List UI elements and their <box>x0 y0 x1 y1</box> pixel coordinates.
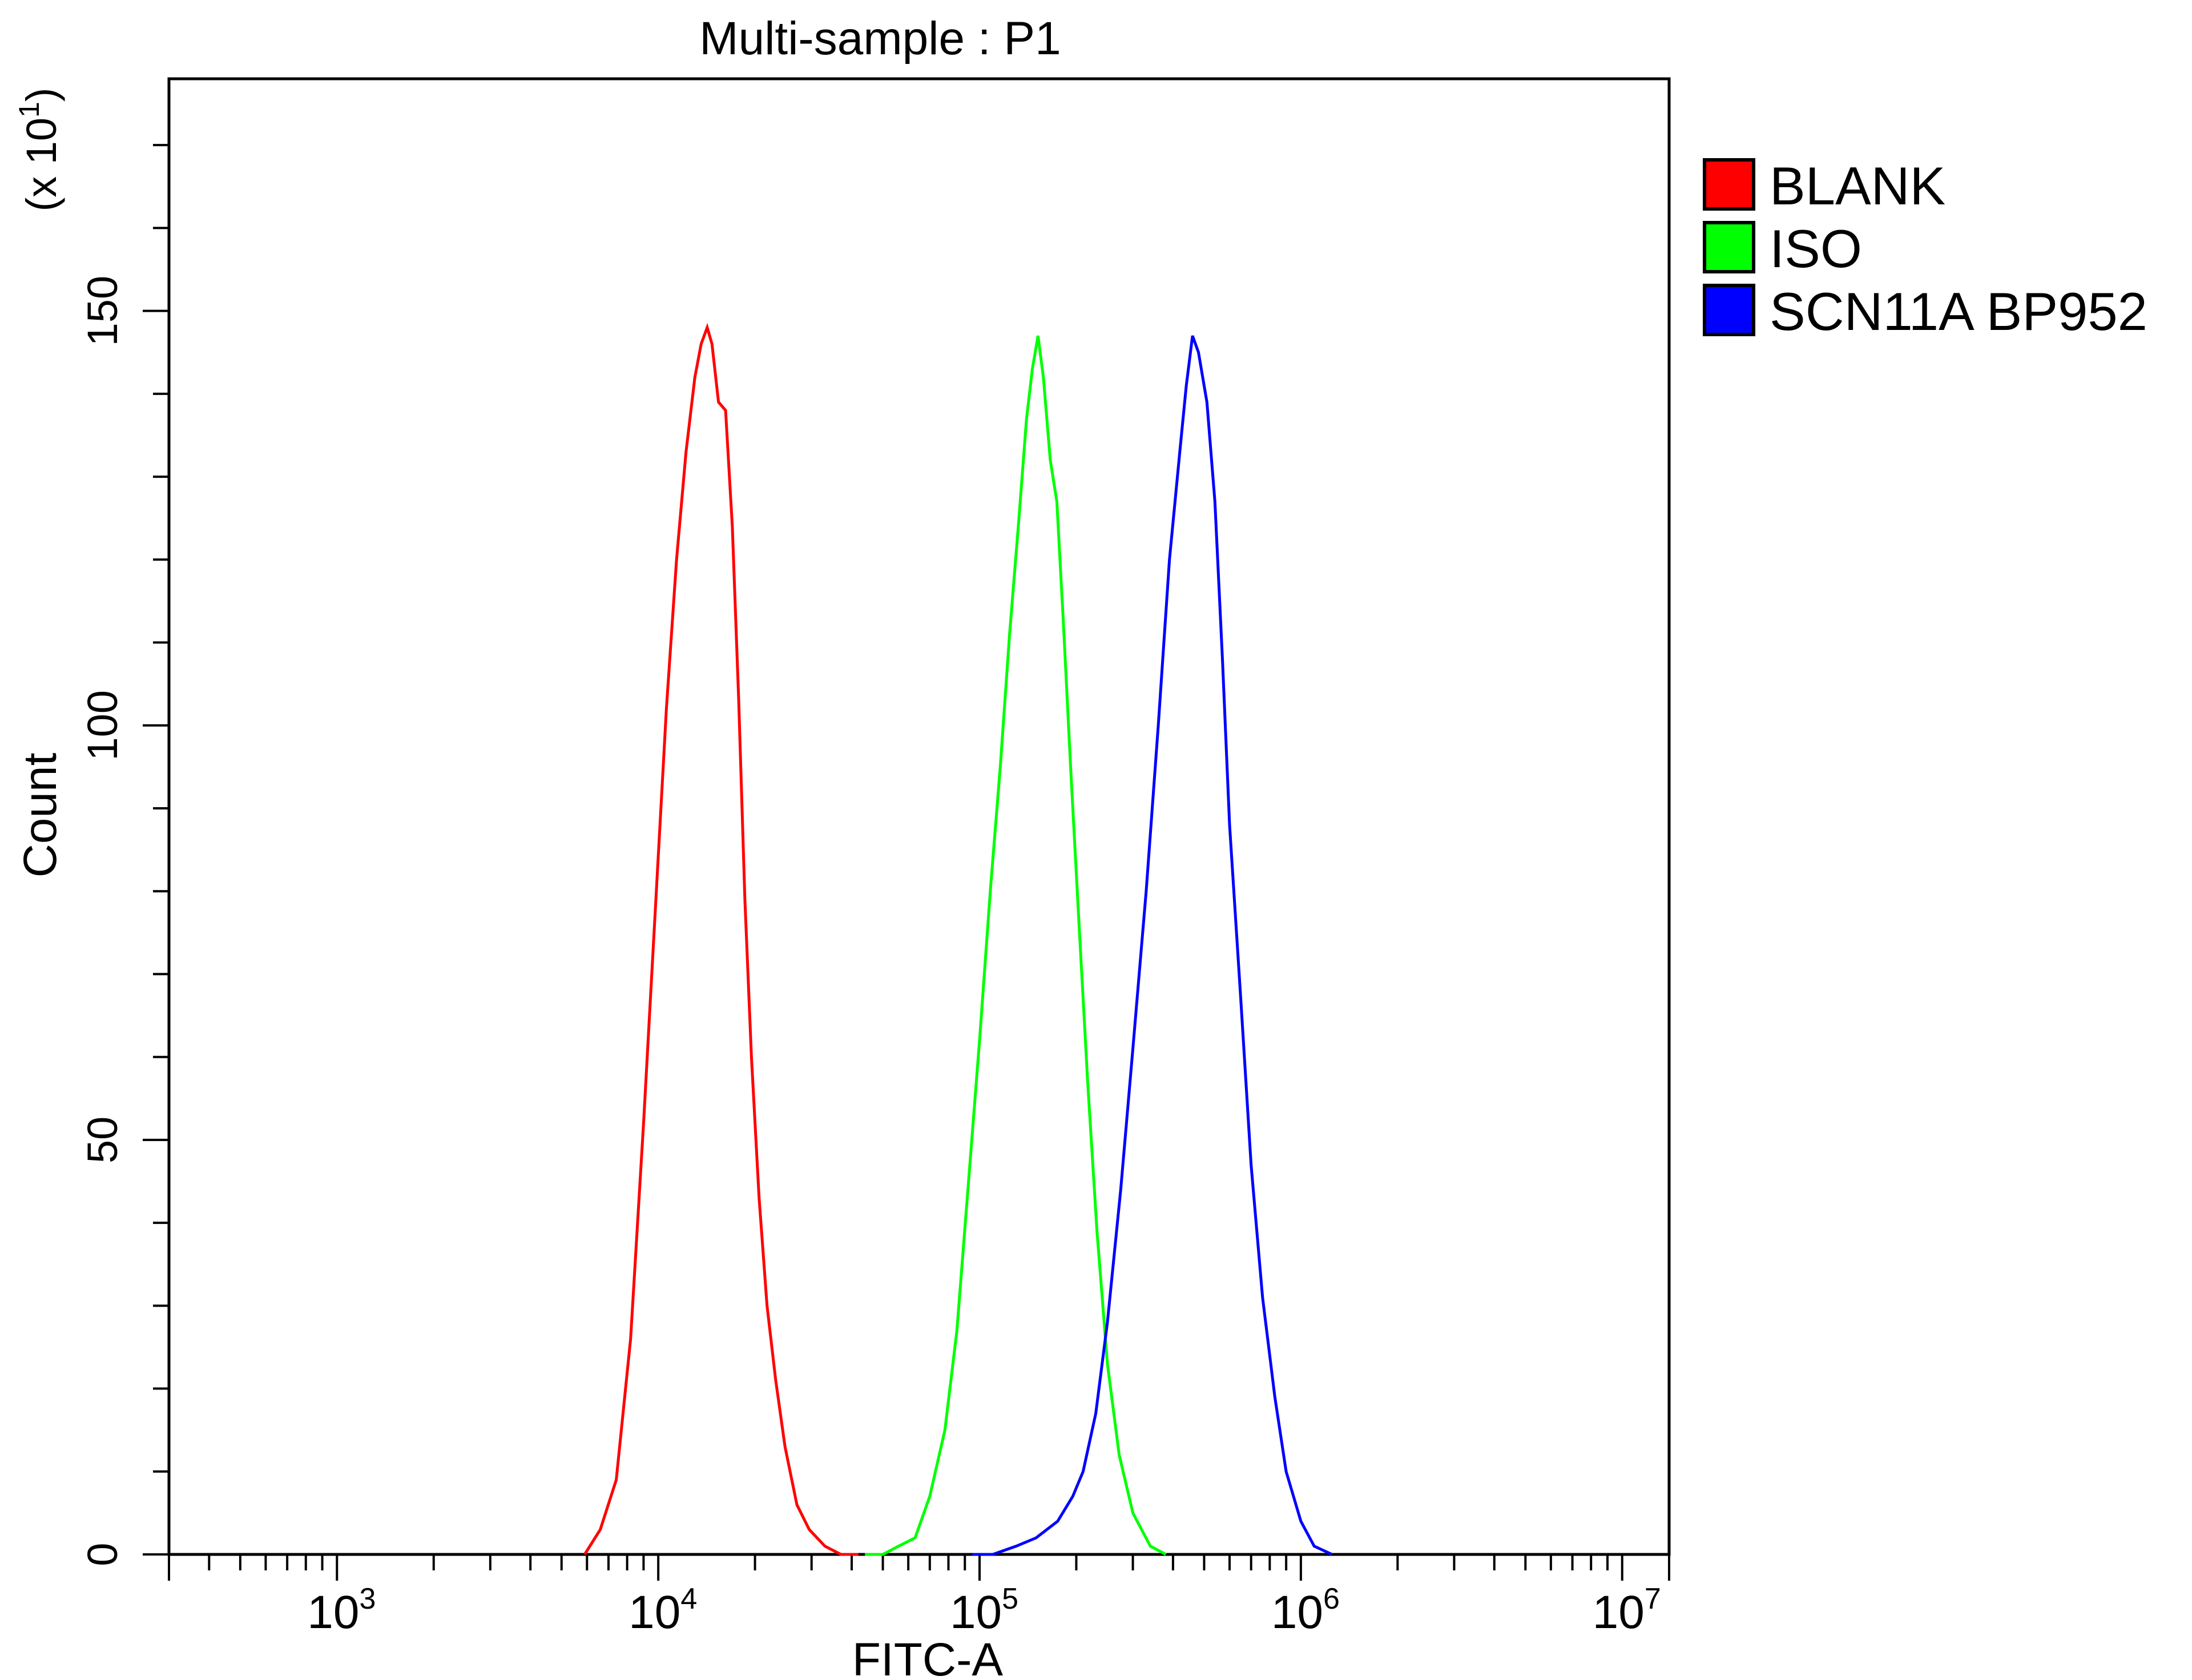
y-axis-label: Count <box>14 752 66 877</box>
legend-label-scn11a-bp952: SCN11A BP952 <box>1770 281 2147 341</box>
chart-title: Multi-sample : P1 <box>699 13 1061 65</box>
y-multiplier-suffix: ) <box>18 88 65 102</box>
legend-label-blank: BLANK <box>1770 156 1945 216</box>
y-tick-label: 50 <box>79 1117 126 1163</box>
histogram-series <box>583 323 1333 1556</box>
series-line-scn11a-bp952 <box>972 335 1333 1556</box>
x-tick-label: 105 <box>950 1582 1018 1638</box>
plot-frame <box>167 77 1671 1556</box>
legend-swatch-iso <box>1703 221 1755 273</box>
x-tick-label: 106 <box>1271 1582 1340 1638</box>
legend-swatch-scn11a-bp952 <box>1703 284 1755 336</box>
x-tick-base: 10 <box>628 1586 680 1638</box>
y-tick-label: 150 <box>79 276 126 346</box>
x-tick-base: 10 <box>950 1586 1002 1638</box>
y-multiplier-exponent: 1 <box>13 102 45 118</box>
x-axis: 103 104 105 106 107 <box>168 1554 1670 1638</box>
series-line-blank <box>583 323 859 1556</box>
x-tick-base: 10 <box>1593 1586 1645 1638</box>
y-axis: 0 50 100 150 <box>79 144 169 1566</box>
x-tick-exponent: 6 <box>1323 1582 1340 1615</box>
x-tick-label: 104 <box>628 1582 697 1638</box>
legend-label-iso: ISO <box>1770 219 1862 279</box>
x-tick-exponent: 7 <box>1645 1582 1661 1615</box>
x-tick-label: 103 <box>307 1582 376 1638</box>
x-tick-exponent: 4 <box>680 1582 697 1615</box>
x-axis-label: FITC-A <box>852 1634 1003 1680</box>
series-line-iso <box>865 335 1167 1556</box>
legend-swatch-blank <box>1703 158 1755 211</box>
x-tick-label: 107 <box>1593 1582 1661 1638</box>
x-tick-base: 10 <box>1271 1586 1323 1638</box>
y-multiplier-prefix: (x 10 <box>18 118 65 212</box>
y-axis-multiplier: (x 101) <box>13 88 65 212</box>
x-tick-exponent: 5 <box>1002 1582 1018 1615</box>
x-tick-exponent: 3 <box>359 1582 376 1615</box>
x-tick-base: 10 <box>307 1586 359 1638</box>
y-tick-label: 0 <box>79 1542 126 1566</box>
y-tick-label: 100 <box>79 690 126 760</box>
